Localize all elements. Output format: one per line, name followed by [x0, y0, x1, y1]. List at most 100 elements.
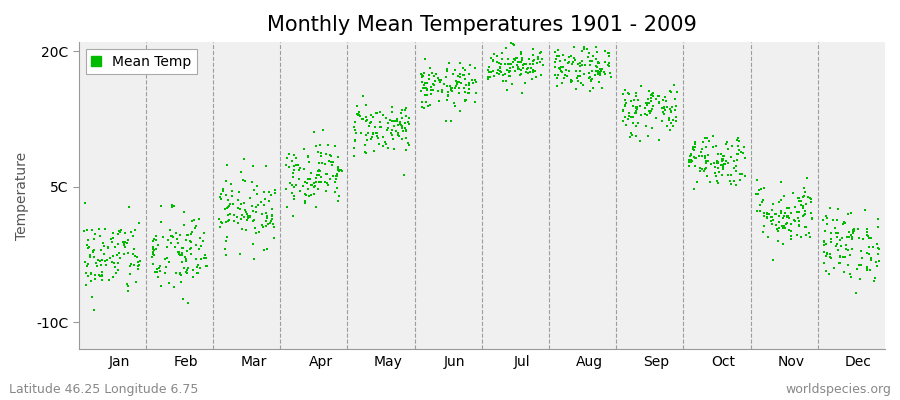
Point: [805, 215, 819, 222]
Point: [173, 232, 187, 238]
Point: [326, 173, 340, 179]
Point: [446, 99, 461, 106]
Point: [586, 53, 600, 60]
Point: [401, 142, 416, 148]
Point: [870, 240, 885, 247]
Point: [562, 58, 577, 65]
Point: [860, 266, 875, 273]
Point: [798, 224, 813, 230]
Point: [768, 211, 782, 217]
Point: [702, 138, 716, 144]
Point: [95, 276, 110, 283]
Point: [796, 213, 810, 219]
Point: [257, 202, 272, 208]
Point: [712, 168, 726, 175]
Point: [128, 226, 142, 233]
Point: [658, 107, 672, 113]
Point: [179, 270, 194, 276]
Point: [425, 70, 439, 76]
Point: [515, 90, 529, 97]
Point: [148, 268, 162, 275]
Point: [239, 209, 254, 215]
Point: [698, 154, 712, 161]
Point: [329, 172, 344, 179]
Point: [165, 233, 179, 239]
Point: [670, 118, 684, 124]
Point: [374, 124, 388, 130]
Point: [304, 182, 319, 188]
Point: [237, 156, 251, 162]
Point: [870, 263, 885, 270]
Point: [526, 61, 541, 68]
Point: [820, 221, 834, 227]
Point: [688, 144, 702, 151]
Point: [245, 202, 259, 209]
Point: [260, 214, 274, 221]
Point: [771, 238, 786, 244]
Point: [598, 69, 612, 76]
Point: [400, 127, 414, 134]
Point: [777, 223, 791, 230]
Point: [589, 68, 603, 74]
Point: [446, 70, 460, 77]
Point: [494, 61, 508, 67]
Point: [92, 226, 106, 232]
Point: [593, 71, 608, 78]
Point: [296, 183, 310, 189]
Point: [459, 96, 473, 103]
Point: [283, 151, 297, 158]
Point: [508, 56, 522, 62]
Point: [625, 132, 639, 138]
Point: [715, 172, 729, 178]
Point: [122, 271, 137, 278]
Point: [173, 252, 187, 258]
Point: [307, 180, 321, 186]
Point: [297, 146, 311, 152]
Point: [751, 191, 765, 198]
Point: [444, 118, 458, 124]
Point: [719, 139, 733, 146]
Point: [779, 205, 794, 212]
Point: [840, 234, 854, 240]
Point: [498, 61, 512, 67]
Point: [555, 52, 570, 58]
Point: [346, 124, 361, 130]
Point: [198, 252, 212, 258]
Point: [314, 153, 328, 159]
Point: [776, 240, 790, 247]
Point: [485, 57, 500, 64]
Point: [88, 272, 103, 279]
Point: [590, 64, 605, 70]
Point: [823, 254, 837, 260]
Point: [371, 134, 385, 141]
Point: [535, 56, 549, 62]
Point: [839, 246, 853, 252]
Point: [564, 53, 579, 59]
Point: [774, 210, 788, 216]
Point: [683, 152, 698, 158]
Point: [829, 230, 843, 236]
Point: [492, 71, 507, 78]
Point: [415, 74, 429, 80]
Point: [870, 244, 885, 251]
Point: [391, 122, 405, 128]
Point: [78, 282, 93, 288]
Point: [449, 83, 464, 90]
Point: [629, 93, 643, 99]
Point: [567, 55, 581, 61]
Point: [794, 202, 808, 208]
Point: [316, 127, 330, 134]
Point: [644, 108, 658, 114]
Point: [576, 70, 590, 77]
Point: [312, 168, 327, 174]
Point: [154, 203, 168, 210]
Point: [518, 60, 532, 67]
Point: [555, 80, 570, 86]
Point: [860, 264, 875, 270]
Point: [418, 85, 433, 92]
Point: [695, 152, 709, 159]
Point: [736, 143, 751, 150]
Point: [592, 66, 607, 72]
Point: [444, 85, 458, 91]
Point: [237, 214, 251, 220]
